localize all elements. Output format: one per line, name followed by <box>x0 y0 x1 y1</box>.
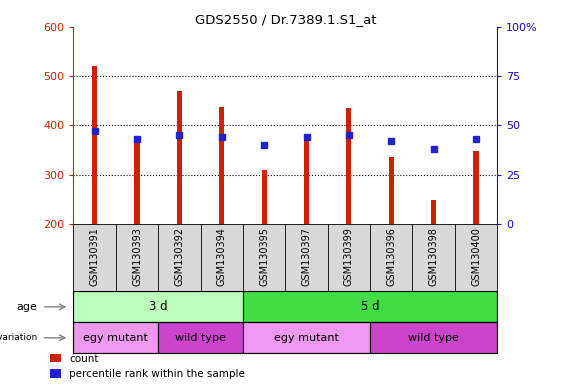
Bar <box>92 66 97 224</box>
Text: 3 d: 3 d <box>149 300 167 313</box>
Text: GSM130397: GSM130397 <box>302 227 311 286</box>
Bar <box>389 157 394 224</box>
Bar <box>262 170 267 224</box>
Bar <box>134 138 140 224</box>
Bar <box>304 138 309 224</box>
Bar <box>158 322 243 353</box>
Text: GSM130392: GSM130392 <box>175 227 184 286</box>
Bar <box>370 322 497 353</box>
Text: GSM130398: GSM130398 <box>429 227 438 286</box>
Text: GSM130400: GSM130400 <box>471 227 481 286</box>
Bar <box>243 291 497 322</box>
Text: egy mutant: egy mutant <box>274 333 339 343</box>
Text: egy mutant: egy mutant <box>84 333 148 343</box>
Text: age: age <box>16 302 37 312</box>
Bar <box>177 91 182 224</box>
Bar <box>73 291 243 322</box>
Text: GSM130393: GSM130393 <box>132 227 142 286</box>
Bar <box>346 108 351 224</box>
Bar <box>431 200 436 224</box>
Text: GSM130396: GSM130396 <box>386 227 396 286</box>
Bar <box>473 151 479 224</box>
Text: 5 d: 5 d <box>361 300 379 313</box>
Text: GSM130391: GSM130391 <box>90 227 99 286</box>
Text: GSM130394: GSM130394 <box>217 227 227 286</box>
Text: wild type: wild type <box>175 333 226 343</box>
Bar <box>243 322 370 353</box>
Bar <box>73 322 158 353</box>
Text: genotype/variation: genotype/variation <box>0 333 37 342</box>
Bar <box>219 107 224 224</box>
Text: wild type: wild type <box>408 333 459 343</box>
Text: GSM130399: GSM130399 <box>344 227 354 286</box>
Legend: count, percentile rank within the sample: count, percentile rank within the sample <box>50 354 245 379</box>
Text: GSM130395: GSM130395 <box>259 227 269 286</box>
Title: GDS2550 / Dr.7389.1.S1_at: GDS2550 / Dr.7389.1.S1_at <box>194 13 376 26</box>
